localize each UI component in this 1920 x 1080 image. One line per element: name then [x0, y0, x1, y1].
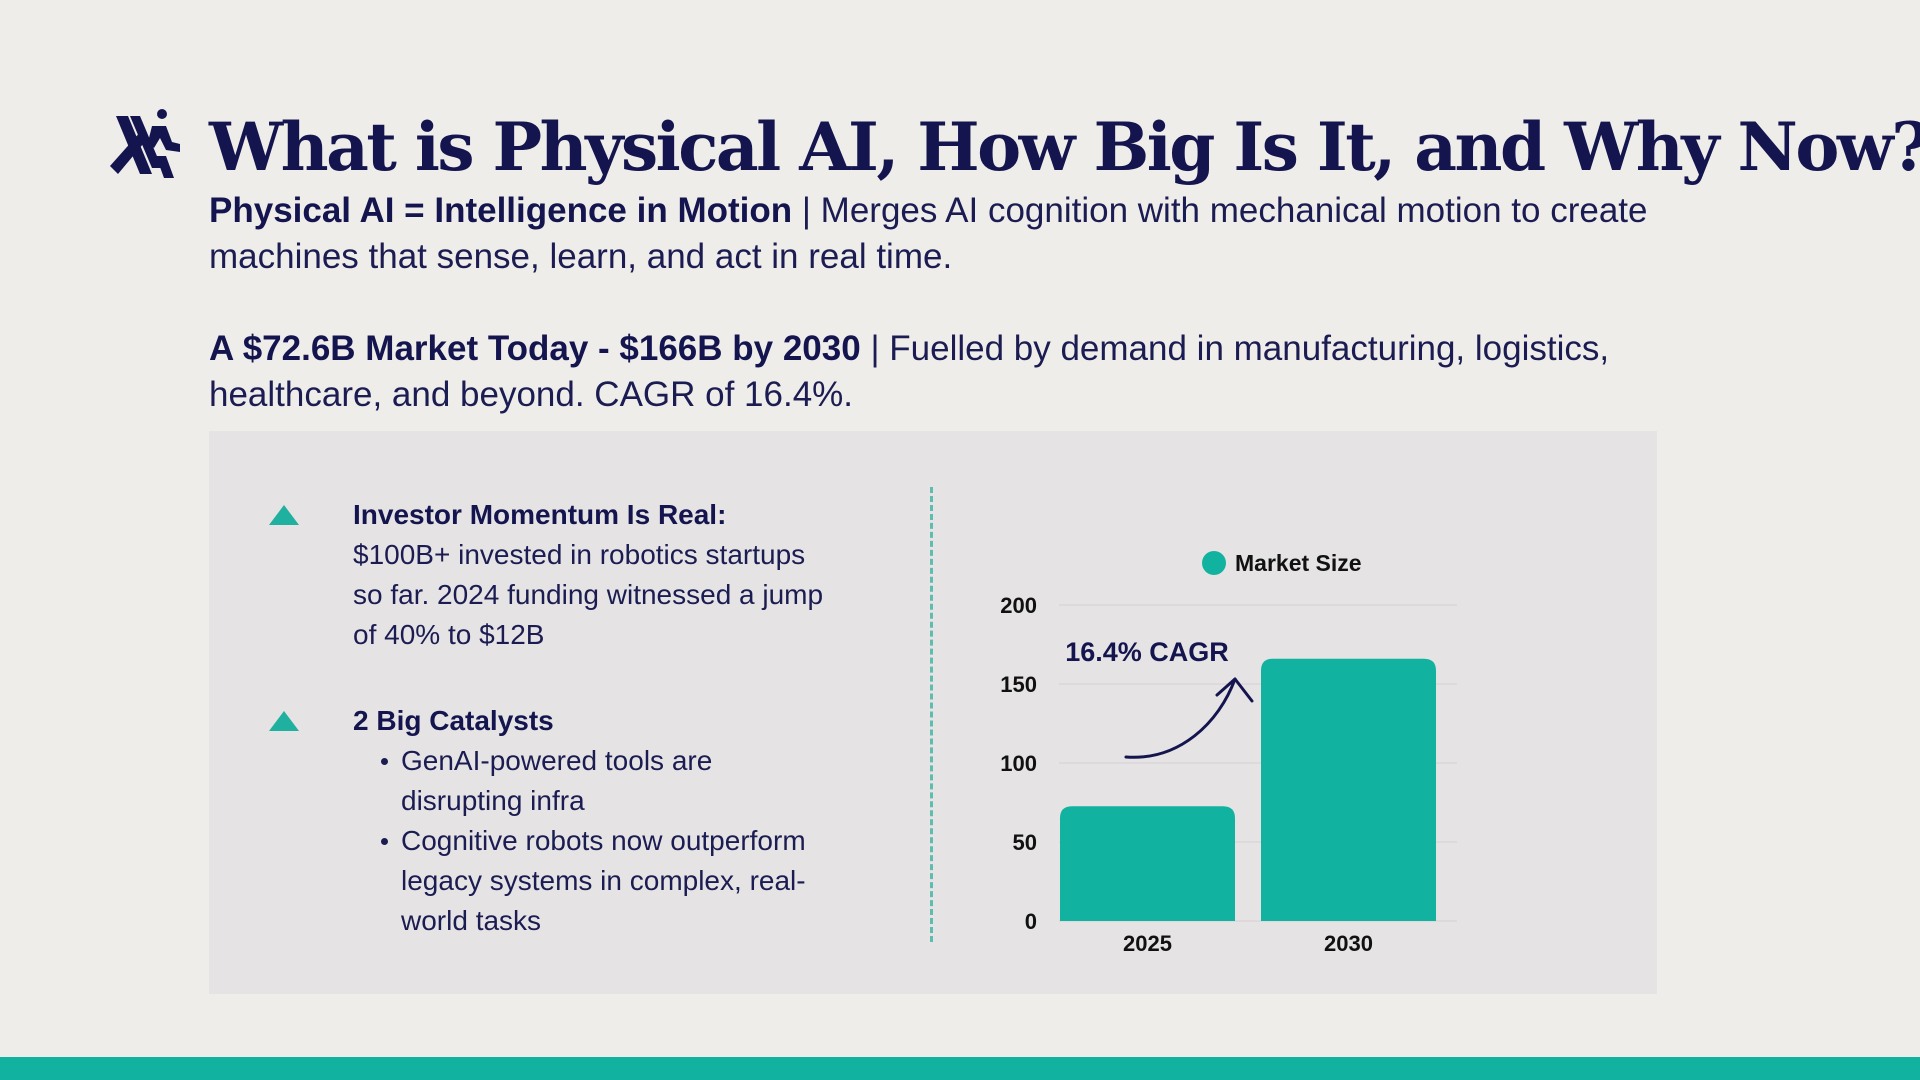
y-tick-label: 0 [1025, 909, 1037, 934]
x-tick-label: 2025 [1123, 931, 1172, 956]
bar-2030 [1261, 658, 1436, 921]
legend-label: Market Size [1235, 550, 1362, 576]
intro-text: | Merges AI cognition with mechanical mo… [209, 191, 1648, 276]
curved-arrow-icon [1124, 677, 1237, 759]
market-size-chart: 0 50 100 150 200 2025 2030 Market Size 16.4% … [1000, 550, 1457, 956]
intro-highlight: Physical AI = Intelligence in Motion [209, 191, 793, 230]
cagr-annotation: 16.4% CAGR [1065, 637, 1229, 667]
teal-triangle-icon [269, 505, 299, 525]
arrow-head-icon [1215, 677, 1254, 703]
legend-marker [1202, 551, 1226, 575]
bar-2025 [1060, 806, 1235, 921]
catalysts-heading: 2 Big Catalysts [353, 705, 554, 736]
y-tick-label: 150 [1000, 672, 1037, 697]
investor-body: $100B+ invested in robotics startups so … [353, 539, 824, 650]
page-title: What is Physical AI, How Big Is It, and … [209, 108, 1920, 186]
y-tick-label: 50 [1013, 830, 1037, 855]
catalysts-list: GenAI-powered tools are disrupting infra… [381, 741, 841, 941]
y-tick-label: 200 [1000, 593, 1037, 618]
dashed-divider [930, 487, 933, 942]
market-text: | Fuelled by demand in manufacturing, lo… [209, 329, 1610, 414]
market-highlight: A $72.6B Market Today - $166B by 2030 [209, 329, 861, 368]
content-panel: Investor Momentum Is Real: $100B+ invest… [209, 431, 1657, 994]
y-tick-label: 100 [1000, 751, 1037, 776]
investor-heading: Investor Momentum Is Real: [353, 499, 727, 530]
intro-paragraph: Physical AI = Intelligence in Motion | M… [209, 188, 1769, 280]
accent-bar [0, 1057, 1920, 1080]
x-tick-label: 2030 [1324, 931, 1373, 956]
logo-icon [110, 109, 180, 178]
list-item: Cognitive robots now outperform legacy s… [381, 821, 841, 941]
teal-triangle-icon [269, 711, 299, 731]
list-item: GenAI-powered tools are disrupting infra [381, 741, 841, 821]
market-paragraph: A $72.6B Market Today - $166B by 2030 | … [209, 326, 1769, 418]
